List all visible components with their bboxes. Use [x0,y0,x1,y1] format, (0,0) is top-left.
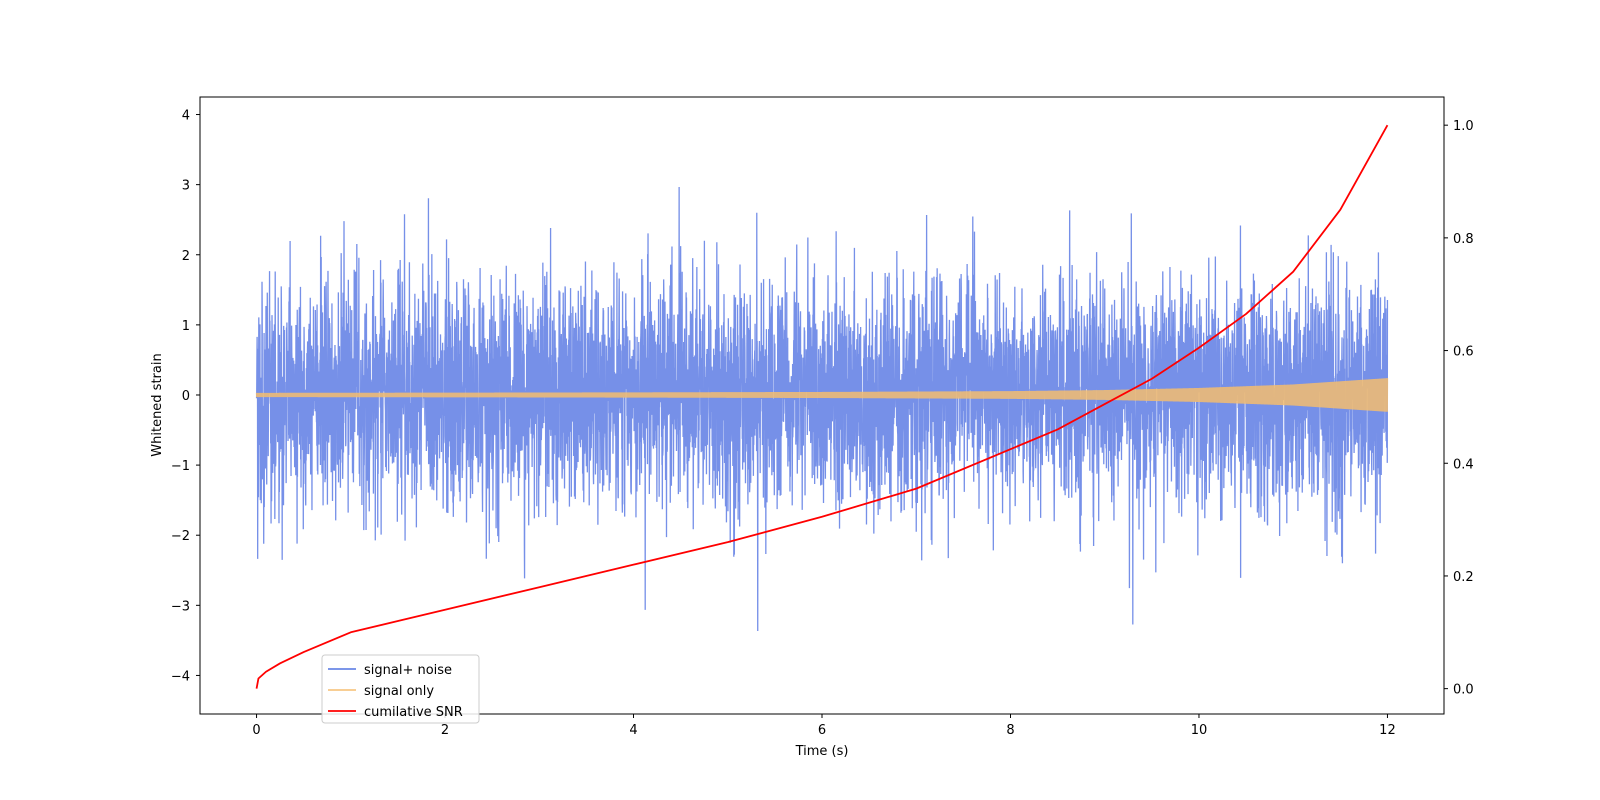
y-tick-label: −4 [171,669,190,684]
legend-label: cumilative SNR [364,705,463,720]
x-tick-label: 8 [1006,723,1014,738]
x-tick-label: 6 [818,723,826,738]
y-tick-label: −2 [171,529,190,544]
y-axis-label: Whitened strain [150,353,165,456]
y-tick-label: 4 [182,109,190,124]
y-tick-label: −1 [171,459,190,474]
y-axis-left: −4 −3 −2 −1 0 1 2 3 4 [171,109,200,684]
x-tick-label: 10 [1191,723,1208,738]
y-tick-label: 0 [182,389,190,404]
y-tick-label: 3 [182,179,190,194]
x-axis-label: Time (s) [795,744,849,759]
legend-box [321,654,480,724]
x-tick-label: 12 [1379,723,1396,738]
y2-tick-label: 0.2 [1453,570,1474,585]
x-tick-label: 2 [441,723,449,738]
x-tick-label: 0 [252,723,260,738]
plot-area [255,124,1389,689]
y2-tick-label: 0.4 [1453,457,1474,472]
y2-tick-label: 0.0 [1453,683,1474,698]
legend-label: signal only [364,684,434,699]
x-tick-label: 4 [629,723,637,738]
y2-tick-label: 0.8 [1453,232,1474,247]
series-signal-only [255,378,1389,412]
y2-tick-label: 0.6 [1453,345,1474,360]
y-tick-label: −3 [171,599,190,614]
legend-label: signal+ noise [364,663,452,678]
series-signal-plus-noise [255,187,1389,631]
series-cumulative-snr [255,124,1389,689]
y-axis-right: 0.0 0.2 0.4 0.6 0.8 1.0 [1444,119,1474,698]
y2-tick-label: 1.0 [1453,119,1474,134]
y-tick-label: 1 [182,319,190,334]
y-tick-label: 2 [182,249,190,264]
legend: signal+ noise signal only cumilative SNR [321,654,480,724]
